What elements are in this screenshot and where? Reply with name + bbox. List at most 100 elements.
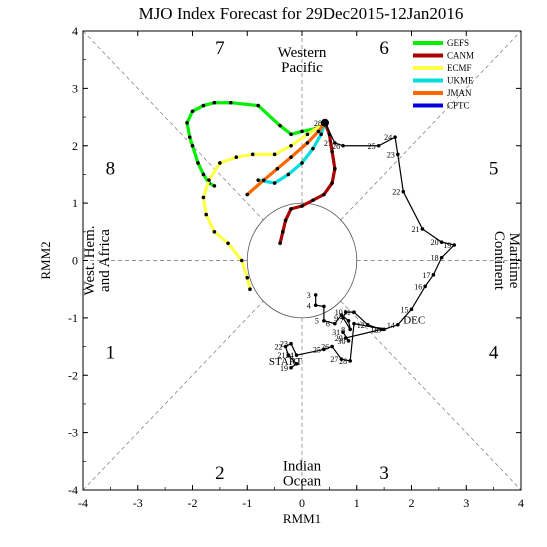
observed-track-point <box>330 344 334 349</box>
observed-loop-point <box>322 304 326 309</box>
observed-track-day-label: 14 <box>387 321 395 330</box>
observed-track-day-label: 23 <box>280 340 288 349</box>
legend-label-cptc: CPTC <box>447 101 470 111</box>
region-label: West. Hem. and Africa <box>82 225 113 295</box>
observed-track-point <box>294 353 299 357</box>
y-tick-label: -4 <box>68 483 78 497</box>
diagonal-ne <box>340 30 522 221</box>
forecast-point-jman <box>245 192 250 197</box>
observed-track-day-label: 28 <box>339 357 347 366</box>
x-tick-label: 3 <box>463 496 469 510</box>
observed-track-day-label: 26 <box>332 142 340 151</box>
observed-track-point <box>382 327 386 332</box>
forecast-point-ecmf <box>289 143 293 148</box>
observed-track-day-label: 28 <box>314 119 322 128</box>
y-tick-label: 4 <box>72 24 78 38</box>
forecast-point-ukme <box>311 146 315 151</box>
phase-label-8: 8 <box>106 159 116 180</box>
y-tick-label: 3 <box>72 81 78 95</box>
observed-track-point <box>289 341 293 346</box>
forecast-line-jman <box>246 121 327 196</box>
observed-loop-point <box>344 336 348 340</box>
observed-loop-day-label: 12 <box>357 321 365 330</box>
forecast-point-jman <box>261 178 266 182</box>
observed-track-day-label: 21 <box>411 225 419 234</box>
legend-label-canm: CANM <box>447 51 474 61</box>
forecast-point-ecmf <box>272 152 277 157</box>
observed-track-point <box>352 321 356 326</box>
x-tick-label: 0 <box>299 496 305 510</box>
observed-track-day-label: 26 <box>321 343 329 352</box>
observed-track-day-label: 17 <box>422 271 430 280</box>
observed-track-day-label: 25 <box>368 142 376 151</box>
observed-loop-point <box>379 327 384 332</box>
forecast-point-canm <box>322 192 326 197</box>
forecast-point-gefs <box>212 100 217 105</box>
forecast-point-gefs <box>196 161 200 165</box>
forecast-line-ecmf <box>201 121 326 290</box>
region-label-line: Pacific <box>281 60 323 76</box>
forecast-point-canm <box>289 207 293 211</box>
phase-and-region-labels: 12 345678WesternPacificIndianOceanMaritim… <box>82 38 522 489</box>
y-tick-label: -1 <box>68 311 78 325</box>
forecast-point-gefs <box>185 121 189 125</box>
annotation-label: DEC <box>403 315 425 327</box>
forecast-point-jman <box>289 155 293 160</box>
region-label-line: and Africa <box>97 229 113 292</box>
observed-track-point <box>294 361 299 366</box>
observed-loop-point <box>346 318 351 323</box>
observed-track-point <box>283 344 288 349</box>
observed-track-point <box>348 359 352 363</box>
observed-loop-day-label: 7 <box>340 317 344 326</box>
chart-title: MJO Index Forecast for 29Dec2015-12Jan20… <box>139 4 464 23</box>
x-tick-label: 1 <box>354 496 360 510</box>
observed-track-point <box>341 143 345 148</box>
forecast-point-gefs <box>190 143 195 148</box>
x-tick-label: -4 <box>78 496 88 510</box>
diagonal-nw <box>82 30 264 221</box>
observed-track-point <box>439 255 444 260</box>
region-label-line: Continent <box>491 231 507 291</box>
observed-loop-day-label: 9 <box>334 314 338 323</box>
observed-track-day-label: 20 <box>431 238 439 247</box>
forecast-point-jman <box>305 141 310 145</box>
region-label-line: Indian <box>283 458 322 474</box>
legend-label-gefs: GEFS <box>447 38 469 48</box>
observed-loop-day-label: 5 <box>315 317 319 326</box>
observed-track-day-label: 18 <box>431 254 439 263</box>
forecast-point-canm <box>283 218 288 223</box>
observed-track-point <box>420 227 425 231</box>
forecast-point-gefs <box>229 100 233 105</box>
phase-label-2: 2 <box>215 463 225 484</box>
observed-loop-day-label: 6 <box>326 320 330 329</box>
observed-track-day-label: 19 <box>443 241 451 250</box>
forecast-point-gefs <box>212 184 217 188</box>
observed-track-point <box>439 240 444 244</box>
x-tick-label: -1 <box>242 496 252 510</box>
observed-track-point <box>401 189 406 194</box>
observed-track-point <box>423 284 427 289</box>
observed-track-point <box>376 143 381 148</box>
observed-loop-point <box>344 310 348 314</box>
observed-track-day-label: 15 <box>401 305 409 314</box>
forecast-point-gefs <box>289 132 293 137</box>
observed-loop-day-label: 8 <box>341 325 345 334</box>
forecast-point-ecmf <box>201 195 206 200</box>
observed-track-day-label: 21 <box>277 351 285 360</box>
observed-track-point <box>333 141 337 145</box>
observed-track-point <box>396 322 400 327</box>
observed-track-point <box>286 353 291 357</box>
forecast-point-ecmf <box>234 155 239 160</box>
forecast-point-gefs <box>187 135 192 139</box>
forecast-point-ecmf <box>245 275 250 280</box>
legend: GEFS CANM ECMF UKME JMAN CPTC <box>413 38 474 111</box>
forecast-point-ukme <box>286 172 291 177</box>
phase-label-4: 4 <box>489 342 499 363</box>
diagonal-se <box>340 300 522 491</box>
y-tick-label: 0 <box>72 254 78 268</box>
observed-track-point <box>393 135 397 139</box>
